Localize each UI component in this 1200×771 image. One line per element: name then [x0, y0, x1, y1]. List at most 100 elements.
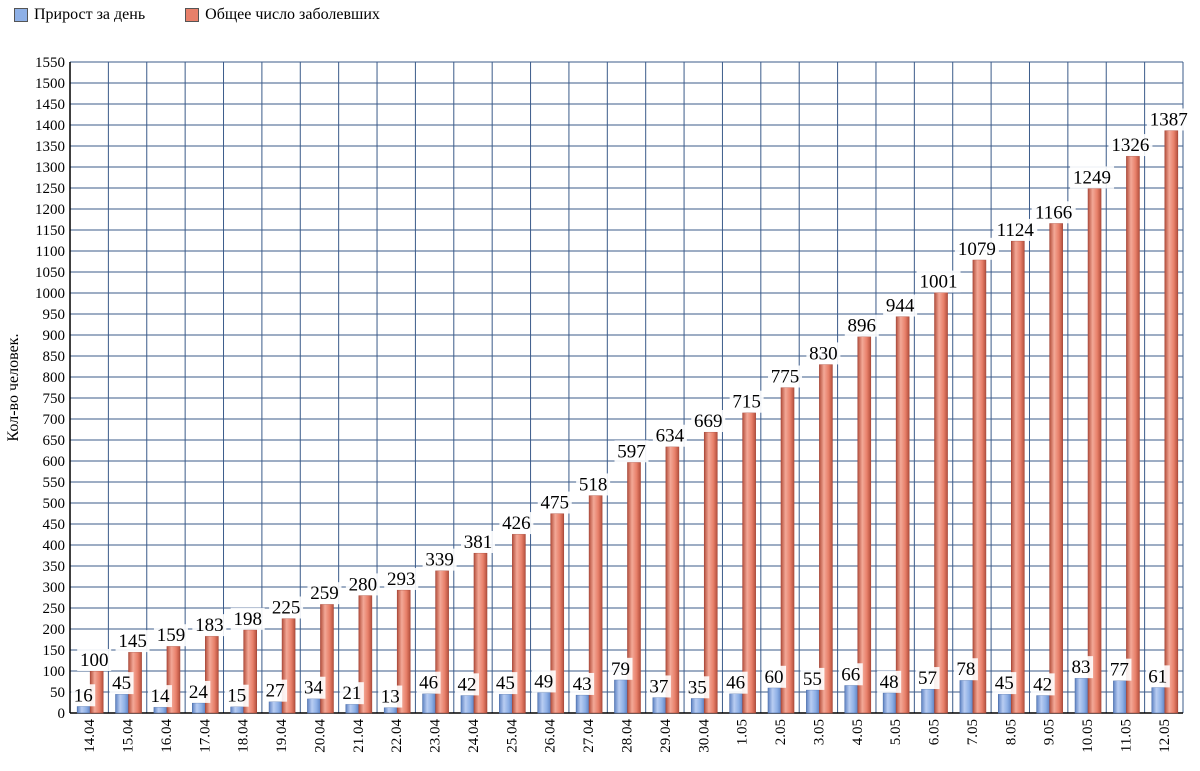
x-tick-label: 16.04: [159, 719, 175, 753]
bar-total: [1049, 222, 1063, 714]
y-tick-label: 250: [43, 601, 66, 617]
data-label-total: 475: [540, 493, 569, 514]
y-tick-label: 1350: [35, 139, 65, 155]
data-label-daily: 15: [227, 686, 246, 707]
data-label-total: 198: [233, 609, 262, 630]
data-label-total: 1001: [920, 272, 958, 293]
data-label-total: 280: [349, 574, 378, 595]
x-tick-label: 5.05: [888, 719, 904, 745]
data-label-bg-daily: [953, 658, 978, 681]
y-tick-label: 1500: [35, 76, 65, 92]
data-label-daily: 46: [726, 673, 745, 694]
bar-daily: [460, 695, 475, 714]
bar-daily: [537, 692, 552, 714]
data-label-bg-daily: [646, 675, 671, 698]
data-label-daily: 55: [803, 669, 822, 690]
data-label-bg-daily: [570, 672, 595, 695]
x-tick-label: 4.05: [850, 719, 866, 745]
bar-daily: [652, 697, 667, 714]
y-tick-label: 950: [43, 307, 66, 323]
y-tick-label: 50: [50, 685, 65, 701]
data-label-daily: 57: [918, 668, 937, 689]
y-tick-label: 1050: [35, 265, 65, 281]
data-label-total: 830: [809, 343, 838, 364]
x-tick-label: 1.05: [735, 719, 751, 745]
x-tick-label: 2.05: [773, 719, 789, 745]
y-tick-label: 0: [58, 706, 66, 722]
bar-daily: [806, 689, 820, 714]
x-tick-label: 22.04: [389, 719, 405, 753]
bar-daily: [614, 679, 628, 714]
data-label-bg-daily: [800, 667, 825, 690]
data-label-bg-total: [307, 582, 342, 605]
x-tick-label: 28.04: [620, 719, 636, 753]
bar-daily: [192, 702, 206, 714]
plot-area: [70, 62, 1183, 713]
data-label-daily: 42: [1033, 674, 1052, 695]
data-label-total: 775: [771, 367, 800, 388]
bar-daily: [422, 693, 436, 714]
data-label-daily: 27: [266, 681, 285, 702]
legend-item-total: Общее число заболевших: [185, 6, 380, 24]
legend-item-daily: Прирост за день: [14, 6, 145, 24]
data-label-bg-daily: [685, 676, 710, 699]
data-label-bg-daily: [416, 671, 441, 694]
data-label-bg-total: [77, 649, 112, 671]
data-label-bg-total: [192, 614, 227, 637]
bar-total: [857, 336, 872, 714]
data-label-daily: 21: [342, 683, 361, 704]
data-label-bg-total: [1070, 166, 1115, 189]
data-label-daily: 60: [765, 667, 784, 688]
data-label-bg-total: [729, 390, 764, 413]
y-tick-label: 300: [43, 580, 66, 596]
data-label-bg-daily: [147, 685, 172, 708]
x-tick-label: 20.04: [312, 719, 328, 753]
data-label-total: 339: [425, 550, 454, 571]
y-tick-label: 350: [43, 559, 66, 575]
data-label-total: 944: [886, 296, 915, 317]
data-label-daily: 49: [534, 671, 553, 692]
bar-daily: [1074, 677, 1089, 714]
x-tick-label: 26.04: [543, 719, 559, 753]
y-tick-label: 1300: [35, 160, 65, 176]
data-label-daily: 46: [419, 673, 438, 694]
data-label-bg-daily: [1107, 658, 1132, 681]
bar-daily: [767, 687, 782, 714]
data-label-daily: 61: [1148, 666, 1167, 687]
data-label-daily: 37: [649, 676, 668, 697]
bar-total: [934, 292, 948, 714]
legend-swatch-total: [185, 8, 200, 22]
y-tick-label: 1400: [35, 118, 65, 134]
data-label-total: 426: [502, 513, 531, 534]
data-label-bg-daily: [877, 670, 902, 693]
y-tick-label: 700: [43, 412, 66, 428]
data-label-bg-total: [916, 270, 961, 293]
x-tick-label: 21.04: [351, 719, 367, 753]
y-tick-label: 1150: [36, 223, 65, 239]
data-label-bg-total: [1146, 108, 1191, 131]
y-axis-title: Кол-во человек.: [5, 334, 22, 442]
x-tick-label: 17.04: [197, 719, 213, 753]
data-label-bg-total: [460, 530, 495, 553]
x-tick-label: 30.04: [696, 719, 712, 753]
y-tick-label: 850: [43, 349, 66, 365]
bar-daily: [575, 694, 590, 714]
bar-daily: [76, 705, 91, 714]
bar-daily: [882, 692, 897, 714]
data-label-bg-daily: [723, 671, 748, 694]
data-label-daily: 79: [611, 659, 630, 680]
bar-daily: [153, 706, 168, 714]
data-label-daily: 13: [381, 687, 400, 708]
data-label-total: 159: [157, 625, 186, 646]
y-tick-label: 1450: [35, 97, 65, 113]
y-tick-label: 800: [43, 370, 66, 386]
data-label-total: 1124: [997, 220, 1035, 241]
data-label-bg-daily: [915, 667, 940, 690]
data-label-total: 1326: [1111, 135, 1149, 156]
data-label-daily: 14: [150, 686, 170, 707]
data-label-total: 381: [464, 532, 493, 553]
data-label-bg-total: [652, 424, 687, 447]
bar-total: [1010, 240, 1025, 714]
bar-daily: [844, 684, 859, 714]
y-tick-label: 550: [43, 475, 66, 491]
